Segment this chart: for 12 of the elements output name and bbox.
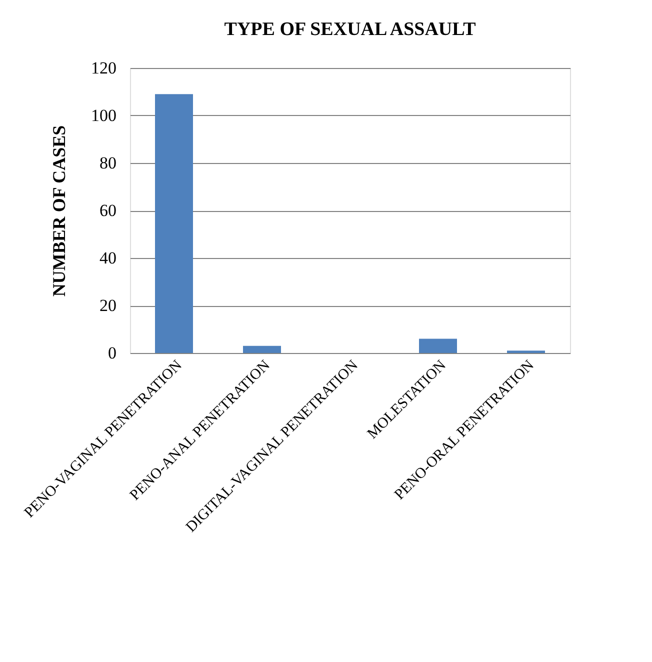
y-tick-label: 20 bbox=[100, 296, 116, 315]
y-tick-label: 120 bbox=[91, 58, 116, 78]
bar bbox=[419, 338, 457, 353]
bar bbox=[155, 94, 193, 353]
bar bbox=[243, 346, 281, 353]
y-axis-title: NUMBER OF CASES bbox=[49, 125, 69, 297]
y-tick-label: 60 bbox=[100, 201, 116, 220]
y-tick-label: 40 bbox=[100, 248, 116, 268]
y-tick-label: 80 bbox=[100, 154, 116, 172]
y-tick-label: 0 bbox=[108, 344, 116, 362]
chart-title: TYPE OF SEXUAL ASSAULT bbox=[224, 19, 476, 40]
y-tick-label: 100 bbox=[91, 106, 116, 125]
